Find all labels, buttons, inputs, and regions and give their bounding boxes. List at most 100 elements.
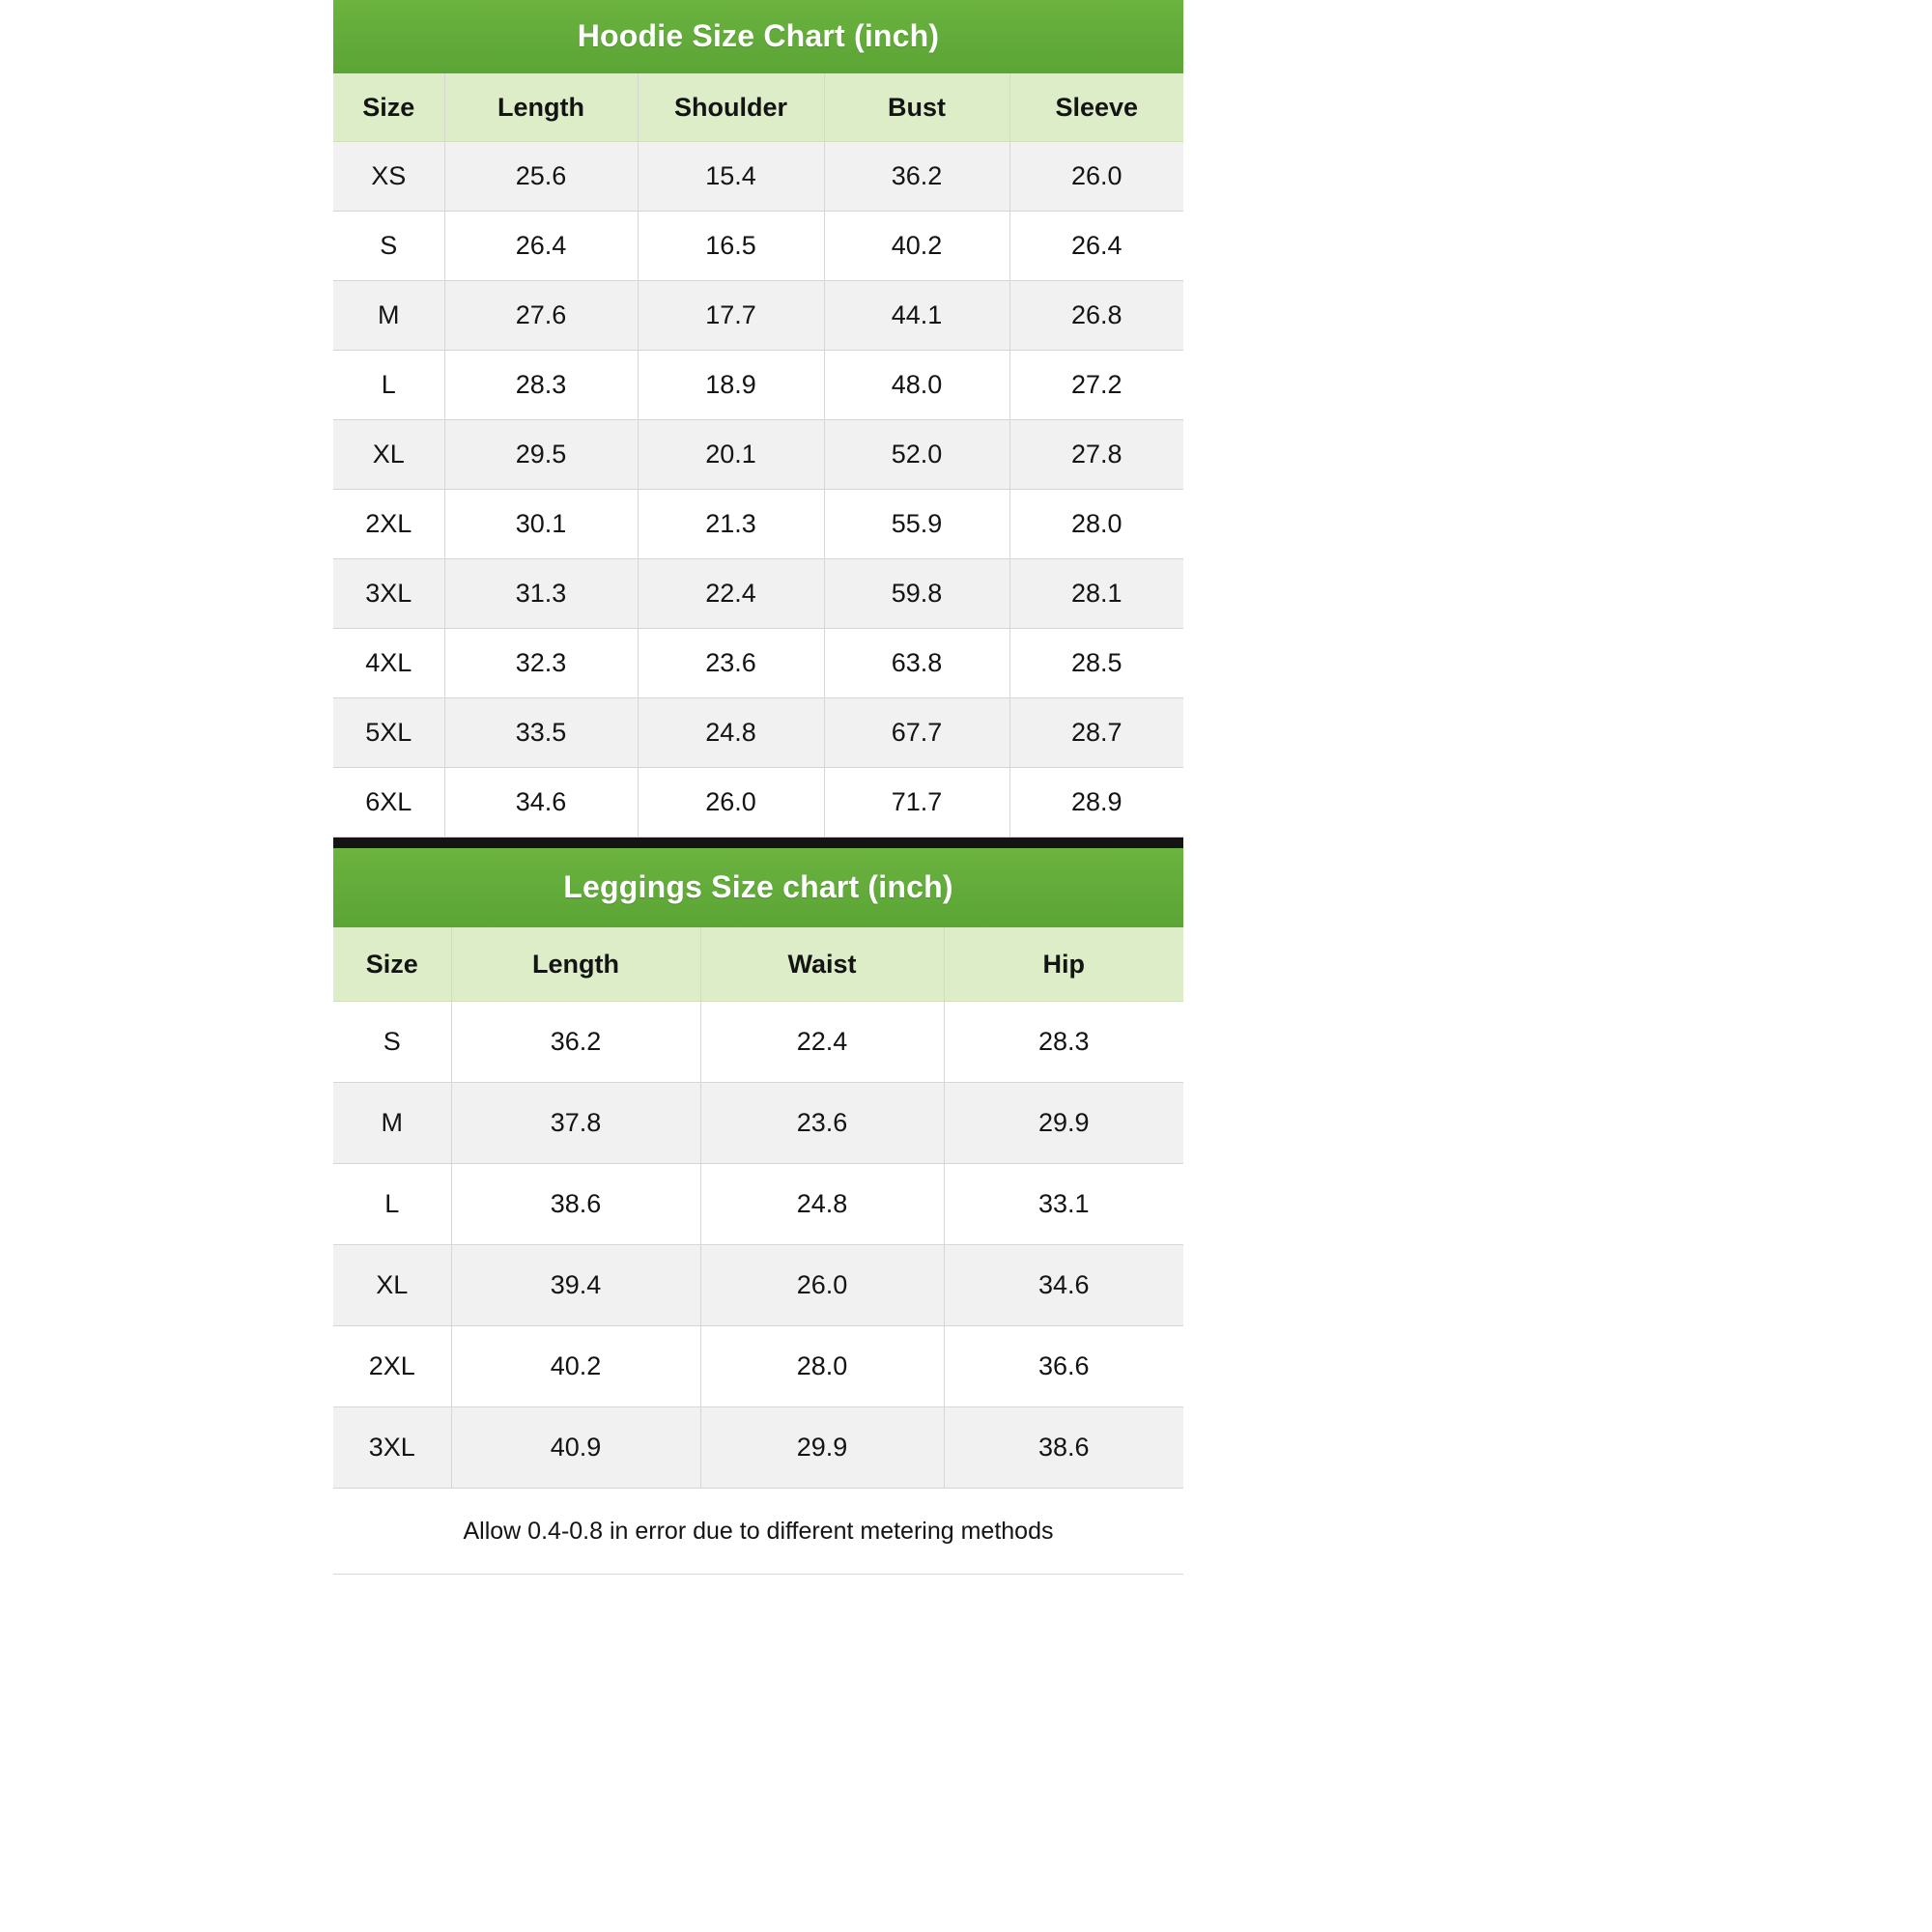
table-row: 2XL 40.2 28.0 36.6: [333, 1325, 1183, 1407]
cell-length: 32.3: [444, 628, 639, 698]
cell-size: L: [333, 1163, 452, 1245]
leggings-col-header-hip: Hip: [944, 927, 1183, 1002]
cell-sleeve: 26.4: [1009, 211, 1183, 281]
hoodie-chart-title: Hoodie Size Chart (inch): [333, 0, 1183, 73]
cell-size: 3XL: [333, 1406, 452, 1489]
cell-hip: 33.1: [944, 1163, 1183, 1245]
cell-bust: 67.7: [824, 697, 1010, 768]
cell-length: 36.2: [451, 1001, 701, 1083]
cell-size: 4XL: [333, 628, 445, 698]
table-row: L 28.3 18.9 48.0 27.2: [333, 350, 1183, 420]
cell-size: 2XL: [333, 489, 445, 559]
cell-bust: 63.8: [824, 628, 1010, 698]
cell-hip: 36.6: [944, 1325, 1183, 1407]
cell-waist: 23.6: [700, 1082, 945, 1164]
cell-bust: 44.1: [824, 280, 1010, 351]
leggings-chart-title: Leggings Size chart (inch): [333, 848, 1183, 927]
leggings-col-header-waist: Waist: [700, 927, 945, 1002]
cell-shoulder: 18.9: [638, 350, 825, 420]
cell-bust: 55.9: [824, 489, 1010, 559]
hoodie-col-header-bust: Bust: [824, 73, 1010, 142]
table-row: 3XL 40.9 29.9 38.6: [333, 1406, 1183, 1489]
cell-waist: 26.0: [700, 1244, 945, 1326]
cell-sleeve: 28.9: [1009, 767, 1183, 838]
cell-size: M: [333, 280, 445, 351]
cell-bust: 48.0: [824, 350, 1010, 420]
cell-size: 5XL: [333, 697, 445, 768]
table-row: S 36.2 22.4 28.3: [333, 1001, 1183, 1083]
table-row: XS 25.6 15.4 36.2 26.0: [333, 141, 1183, 212]
cell-length: 40.9: [451, 1406, 701, 1489]
cell-size: XL: [333, 419, 445, 490]
charts-container: Hoodie Size Chart (inch) Size Length Sho…: [333, 0, 1183, 1575]
cell-length: 38.6: [451, 1163, 701, 1245]
cell-shoulder: 16.5: [638, 211, 825, 281]
cell-size: L: [333, 350, 445, 420]
cell-hip: 28.3: [944, 1001, 1183, 1083]
leggings-header-row: Size Length Waist Hip: [333, 927, 1183, 1002]
hoodie-header-row: Size Length Shoulder Bust Sleeve: [333, 73, 1183, 142]
cell-sleeve: 28.0: [1009, 489, 1183, 559]
cell-waist: 24.8: [700, 1163, 945, 1245]
cell-bust: 71.7: [824, 767, 1010, 838]
table-row: 6XL 34.6 26.0 71.7 28.9: [333, 767, 1183, 838]
cell-size: 3XL: [333, 558, 445, 629]
table-row: M 37.8 23.6 29.9: [333, 1082, 1183, 1164]
leggings-size-table: Size Length Waist Hip S 36.2 22.4 28.3 M…: [333, 927, 1183, 1489]
table-row: L 38.6 24.8 33.1: [333, 1163, 1183, 1245]
cell-size: 2XL: [333, 1325, 452, 1407]
cell-size: 6XL: [333, 767, 445, 838]
cell-shoulder: 23.6: [638, 628, 825, 698]
cell-length: 37.8: [451, 1082, 701, 1164]
cell-size: XS: [333, 141, 445, 212]
cell-waist: 22.4: [700, 1001, 945, 1083]
cell-waist: 28.0: [700, 1325, 945, 1407]
cell-size: S: [333, 211, 445, 281]
table-row: S 26.4 16.5 40.2 26.4: [333, 211, 1183, 281]
cell-sleeve: 28.5: [1009, 628, 1183, 698]
hoodie-col-header-shoulder: Shoulder: [638, 73, 825, 142]
cell-length: 40.2: [451, 1325, 701, 1407]
hoodie-col-header-size: Size: [333, 73, 445, 142]
table-row: 5XL 33.5 24.8 67.7 28.7: [333, 697, 1183, 768]
cell-waist: 29.9: [700, 1406, 945, 1489]
cell-hip: 34.6: [944, 1244, 1183, 1326]
cell-size: M: [333, 1082, 452, 1164]
cell-length: 27.6: [444, 280, 639, 351]
table-separator-bar: [333, 838, 1183, 848]
cell-sleeve: 28.1: [1009, 558, 1183, 629]
cell-length: 31.3: [444, 558, 639, 629]
cell-shoulder: 21.3: [638, 489, 825, 559]
cell-shoulder: 22.4: [638, 558, 825, 629]
cell-hip: 38.6: [944, 1406, 1183, 1489]
table-row: 2XL 30.1 21.3 55.9 28.0: [333, 489, 1183, 559]
table-row: XL 29.5 20.1 52.0 27.8: [333, 419, 1183, 490]
cell-sleeve: 27.8: [1009, 419, 1183, 490]
measurement-tolerance-note: Allow 0.4-0.8 in error due to different …: [333, 1489, 1183, 1575]
cell-shoulder: 15.4: [638, 141, 825, 212]
cell-sleeve: 28.7: [1009, 697, 1183, 768]
cell-bust: 52.0: [824, 419, 1010, 490]
table-row: XL 39.4 26.0 34.6: [333, 1244, 1183, 1326]
cell-shoulder: 26.0: [638, 767, 825, 838]
cell-length: 30.1: [444, 489, 639, 559]
cell-bust: 59.8: [824, 558, 1010, 629]
cell-size: XL: [333, 1244, 452, 1326]
cell-shoulder: 20.1: [638, 419, 825, 490]
cell-length: 26.4: [444, 211, 639, 281]
cell-bust: 40.2: [824, 211, 1010, 281]
cell-length: 39.4: [451, 1244, 701, 1326]
cell-hip: 29.9: [944, 1082, 1183, 1164]
cell-shoulder: 24.8: [638, 697, 825, 768]
cell-length: 25.6: [444, 141, 639, 212]
cell-length: 28.3: [444, 350, 639, 420]
table-row: 3XL 31.3 22.4 59.8 28.1: [333, 558, 1183, 629]
cell-length: 34.6: [444, 767, 639, 838]
cell-sleeve: 26.0: [1009, 141, 1183, 212]
table-row: 4XL 32.3 23.6 63.8 28.5: [333, 628, 1183, 698]
cell-shoulder: 17.7: [638, 280, 825, 351]
leggings-col-header-length: Length: [451, 927, 701, 1002]
cell-sleeve: 27.2: [1009, 350, 1183, 420]
table-row: M 27.6 17.7 44.1 26.8: [333, 280, 1183, 351]
